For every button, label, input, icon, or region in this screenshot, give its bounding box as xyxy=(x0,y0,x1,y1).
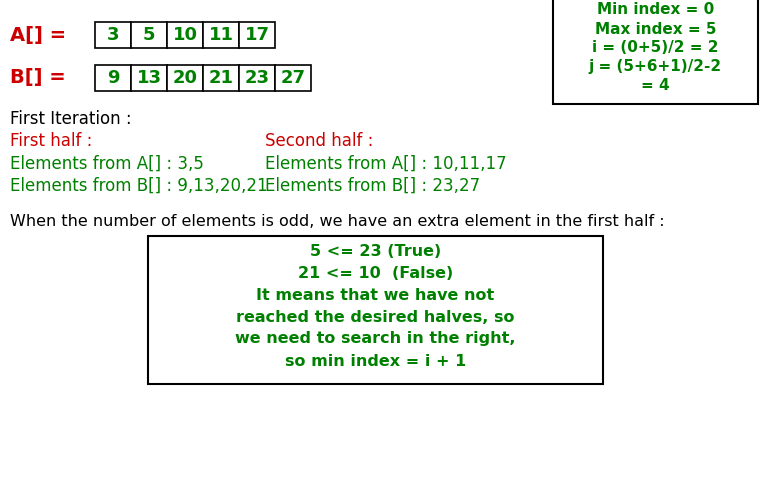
Bar xyxy=(167,22,203,48)
Bar xyxy=(148,236,603,384)
Text: 5: 5 xyxy=(143,26,155,44)
Text: reached the desired halves, so: reached the desired halves, so xyxy=(237,309,515,324)
Text: 9: 9 xyxy=(107,69,119,87)
Bar xyxy=(275,65,311,91)
Bar xyxy=(131,65,167,91)
Text: 5 <= 23 (True): 5 <= 23 (True) xyxy=(310,243,441,258)
Text: Elements from B[] : 9,13,20,21: Elements from B[] : 9,13,20,21 xyxy=(10,177,267,195)
Text: First Iteration :: First Iteration : xyxy=(10,110,131,128)
Text: we need to search in the right,: we need to search in the right, xyxy=(235,332,516,347)
Text: Second half :: Second half : xyxy=(265,132,373,150)
Bar xyxy=(95,65,131,91)
Text: Elements from A[] : 10,11,17: Elements from A[] : 10,11,17 xyxy=(265,155,507,173)
Text: 17: 17 xyxy=(244,26,270,44)
Text: A[] =: A[] = xyxy=(10,26,66,45)
Bar xyxy=(239,65,275,91)
Bar xyxy=(239,22,275,48)
Text: so min index = i + 1: so min index = i + 1 xyxy=(285,353,466,368)
Text: 23: 23 xyxy=(244,69,270,87)
Text: 13: 13 xyxy=(137,69,161,87)
Text: Min index = 0: Min index = 0 xyxy=(597,2,714,17)
Text: 10: 10 xyxy=(173,26,197,44)
Text: B[] =: B[] = xyxy=(10,69,66,88)
Text: It means that we have not: It means that we have not xyxy=(257,287,495,302)
Text: 3: 3 xyxy=(107,26,119,44)
Text: 11: 11 xyxy=(208,26,233,44)
Text: i = (0+5)/2 = 2: i = (0+5)/2 = 2 xyxy=(592,41,719,56)
Bar xyxy=(167,65,203,91)
Text: Elements from A[] : 3,5: Elements from A[] : 3,5 xyxy=(10,155,204,173)
Text: First half :: First half : xyxy=(10,132,92,150)
Bar xyxy=(131,22,167,48)
Text: Elements from B[] : 23,27: Elements from B[] : 23,27 xyxy=(265,177,480,195)
Text: When the number of elements is odd, we have an extra element in the first half :: When the number of elements is odd, we h… xyxy=(10,214,664,229)
Bar xyxy=(553,0,758,104)
Text: 21: 21 xyxy=(208,69,233,87)
Text: j = (5+6+1)/2-2: j = (5+6+1)/2-2 xyxy=(589,60,722,75)
Bar xyxy=(203,65,239,91)
Bar xyxy=(95,22,131,48)
Text: = 4: = 4 xyxy=(641,78,670,93)
Text: Max index = 5: Max index = 5 xyxy=(594,21,717,36)
Text: 27: 27 xyxy=(280,69,306,87)
Text: 21 <= 10  (False): 21 <= 10 (False) xyxy=(298,266,453,281)
Bar xyxy=(203,22,239,48)
Text: 20: 20 xyxy=(173,69,197,87)
